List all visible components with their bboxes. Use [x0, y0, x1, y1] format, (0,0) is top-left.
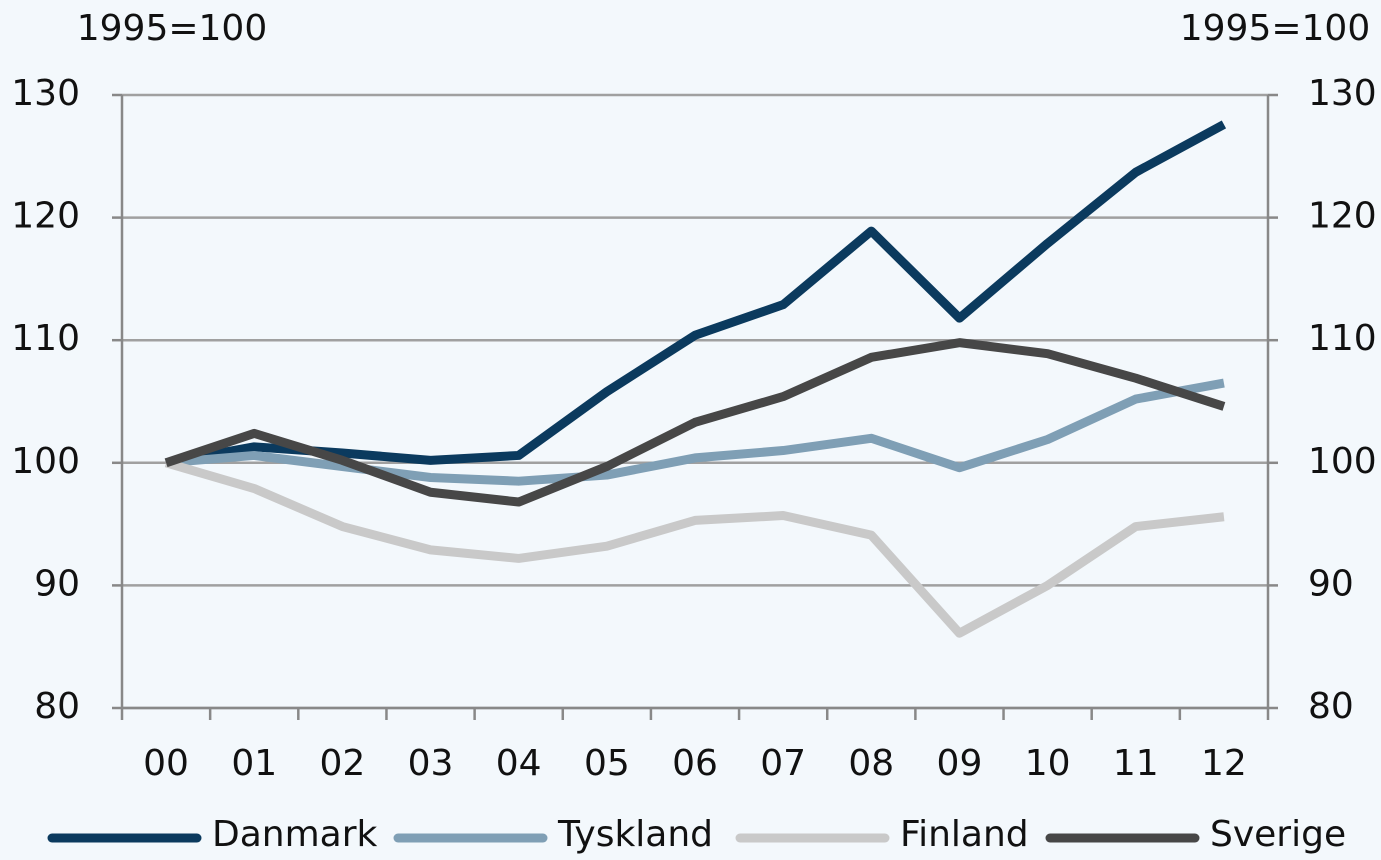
y-tick-label: 110 — [11, 318, 80, 359]
y-tick-label: 130 — [11, 73, 80, 114]
x-tick-label: 12 — [1201, 743, 1247, 784]
legend-label: Sverige — [1210, 814, 1346, 855]
x-tick-label: 05 — [584, 743, 630, 784]
y2-tick-label: 80 — [1308, 686, 1354, 727]
x-tick-label: 00 — [143, 743, 189, 784]
x-tick-label: 10 — [1025, 743, 1071, 784]
x-tick-label: 08 — [848, 743, 894, 784]
series-line — [164, 338, 1226, 507]
y-tick-label: 120 — [11, 196, 80, 237]
y2-axis-label: 1995=100 — [1180, 8, 1371, 49]
legend-label: Finland — [900, 814, 1029, 855]
y2-tick-label: 130 — [1308, 73, 1377, 114]
x-tick-label: 01 — [231, 743, 277, 784]
series-line — [165, 378, 1225, 486]
x-tick-label: 02 — [319, 743, 365, 784]
x-tick-label: 03 — [408, 743, 454, 784]
series-line — [164, 458, 1225, 638]
y2-tick-label: 90 — [1308, 563, 1354, 604]
series-line — [165, 120, 1227, 468]
x-tick-label: 09 — [937, 743, 983, 784]
x-tick-label: 11 — [1113, 743, 1159, 784]
y2-tick-label: 120 — [1308, 196, 1377, 237]
legend-label: Tyskland — [557, 814, 713, 855]
x-tick-label: 06 — [672, 743, 718, 784]
y2-tick-label: 110 — [1308, 318, 1377, 359]
y-tick-label: 100 — [11, 441, 80, 482]
y-axis-label: 1995=100 — [77, 8, 268, 49]
y-tick-label: 90 — [34, 563, 80, 604]
y2-tick-label: 100 — [1308, 441, 1377, 482]
y-tick-label: 80 — [34, 686, 80, 727]
legend-label: Danmark — [212, 814, 378, 855]
x-tick-label: 07 — [760, 743, 806, 784]
x-tick-label: 04 — [496, 743, 542, 784]
